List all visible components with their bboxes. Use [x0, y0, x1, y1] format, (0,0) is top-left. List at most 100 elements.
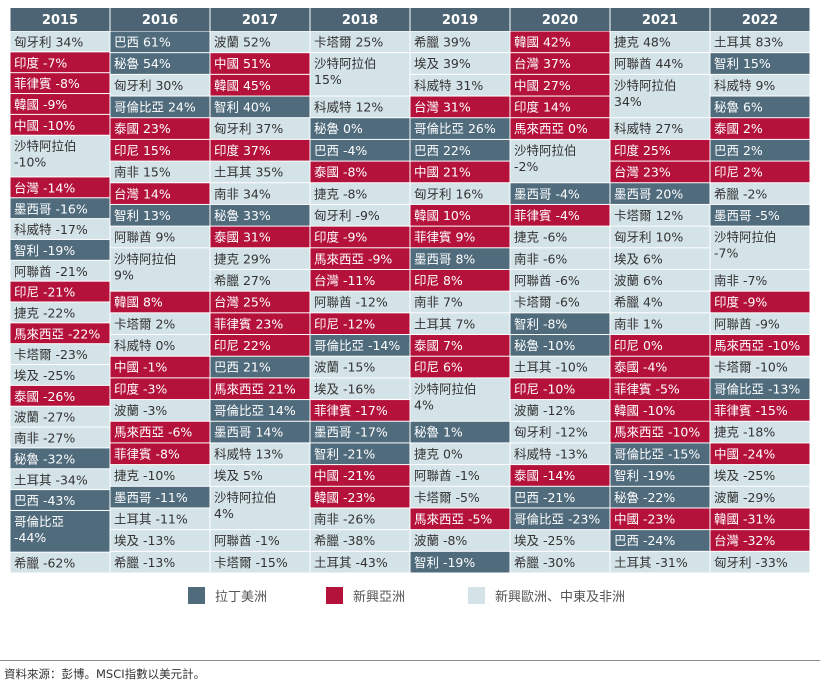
table-cell	[110, 74, 210, 96]
table-cell	[310, 335, 410, 356]
cell-label: 沙特阿拉伯-2%	[514, 143, 577, 174]
table-cell	[610, 378, 710, 400]
cell-label: 馬來西亞 -6%	[114, 425, 192, 440]
cell-label: 埃及 -25%	[514, 533, 575, 548]
cell-label: 韓國 -23%	[314, 490, 375, 505]
table-cell	[310, 248, 410, 269]
table-cell	[410, 443, 510, 465]
table-cell	[510, 96, 610, 118]
table-cell	[510, 508, 610, 530]
cell-label: 哥倫比亞 14%	[214, 403, 296, 418]
table-cell	[10, 469, 110, 490]
table-cell	[210, 486, 310, 530]
cell-label: 匈牙利 -9%	[314, 208, 380, 223]
table-cell	[110, 356, 210, 378]
table-cell	[210, 356, 310, 378]
cell-label: 卡塔爾 -5%	[414, 490, 480, 505]
cell-label: 墨西哥 -16%	[14, 201, 88, 216]
table-cell	[310, 118, 410, 139]
cell-label: 中國 51%	[214, 56, 271, 71]
year-header-label: 2017	[242, 13, 278, 28]
cell-label: 波蘭 -15%	[314, 360, 375, 375]
cell-label: 台灣 -14%	[14, 180, 75, 195]
table-cell	[110, 313, 210, 335]
table-cell	[710, 508, 810, 530]
cell-label: 印尼 -21%	[14, 285, 75, 300]
table-cell	[110, 400, 210, 421]
cell-label: 印尼 6%	[414, 360, 463, 375]
table-cell	[10, 281, 110, 302]
cell-label: 南非 1%	[614, 316, 663, 331]
cell-label: 韓國 42%	[514, 35, 571, 50]
table-cell	[510, 291, 610, 313]
cell-label: 埃及 6%	[614, 251, 663, 266]
table-cell	[410, 530, 510, 551]
table-cell	[310, 508, 410, 530]
table-cell	[310, 378, 410, 400]
table-cell	[210, 161, 310, 183]
cell-label: 波蘭 -29%	[714, 490, 775, 505]
cell-label: 捷克 48%	[614, 35, 671, 50]
cell-label: 巴西 -43%	[14, 493, 75, 508]
table-cell	[710, 486, 810, 508]
cell-label: 墨西哥 -17%	[314, 425, 388, 440]
cell-label: 泰國 2%	[714, 121, 763, 136]
cell-label: 智利 -19%	[14, 243, 75, 258]
table-cell	[510, 356, 610, 378]
table-cell	[510, 226, 610, 248]
table-cell	[410, 204, 510, 226]
cell-label: 印度 -3%	[114, 381, 167, 396]
table-cell	[710, 139, 810, 161]
table-cell	[610, 356, 710, 378]
table-cell	[10, 73, 110, 94]
table-cell	[410, 378, 510, 421]
table-cell	[710, 313, 810, 335]
table-cell	[610, 443, 710, 465]
cell-label: 巴西 2%	[714, 143, 763, 158]
year-header-label: 2016	[142, 13, 178, 28]
cell-label: 土耳其 -11%	[114, 511, 188, 526]
cell-label: 卡塔爾 -10%	[714, 360, 788, 375]
table-cell	[510, 530, 610, 551]
table-cell	[110, 291, 210, 313]
table-cell	[410, 74, 510, 96]
table-cell	[410, 551, 510, 573]
table-cell	[610, 551, 710, 573]
cell-label: 捷克 -10%	[114, 468, 175, 483]
table-cell	[110, 118, 210, 139]
cell-label: 卡塔爾 -23%	[14, 347, 88, 362]
cell-label: 希臘 4%	[614, 295, 663, 310]
table-cell	[710, 161, 810, 183]
cell-label: 沙特阿拉伯 9%	[114, 251, 177, 282]
cell-label: 波蘭 -27%	[14, 410, 75, 425]
table-cell	[110, 551, 210, 573]
cell-label: 菲律賓 -4%	[514, 208, 580, 223]
table-cell	[510, 465, 610, 486]
table-cell	[110, 530, 210, 551]
cell-label: 巴西 -21%	[514, 490, 575, 505]
table-cell	[710, 335, 810, 356]
cell-label: 智利 40%	[214, 100, 271, 115]
cell-label: 土耳其 -31%	[614, 555, 688, 570]
cell-label: 泰國 -26%	[14, 389, 75, 404]
table-cell	[210, 118, 310, 139]
cell-label: 泰國 7%	[414, 338, 463, 353]
cell-label: 菲律賓 -15%	[714, 403, 788, 418]
cell-label: 秘魯 6%	[714, 100, 763, 115]
cell-label: 印尼 -10%	[514, 381, 575, 396]
cell-label: 馬來西亞 0%	[514, 121, 588, 136]
table-cell	[10, 135, 110, 177]
cell-label: 秘魯 1%	[414, 425, 463, 440]
cell-label: 埃及 -25%	[14, 368, 75, 383]
table-cell	[610, 313, 710, 335]
cell-label: 印度 14%	[514, 100, 571, 115]
cell-label: 阿聯酋 -1%	[414, 468, 480, 483]
table-cell	[410, 335, 510, 356]
cell-label: 沙特阿拉伯 34%	[614, 78, 677, 109]
year-header-cell	[610, 8, 710, 31]
table-cell	[10, 365, 110, 385]
table-cell	[610, 53, 710, 74]
table-cell	[610, 400, 710, 421]
table-cell	[710, 551, 810, 573]
table-cell	[310, 421, 410, 443]
